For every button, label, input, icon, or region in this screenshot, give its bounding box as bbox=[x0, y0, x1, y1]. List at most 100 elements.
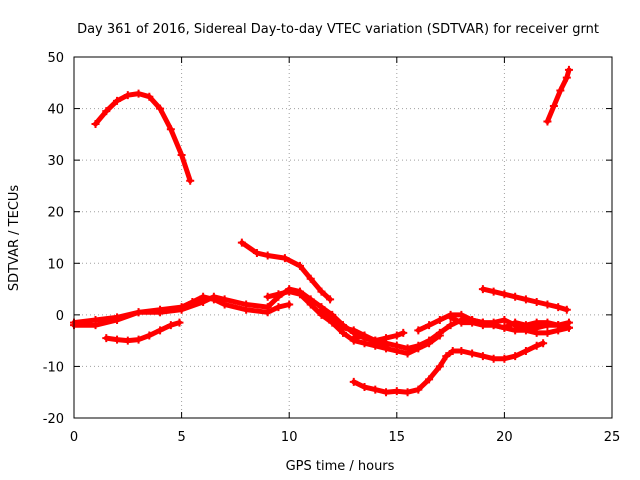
data-point bbox=[446, 321, 455, 330]
data-point bbox=[511, 318, 520, 327]
data-point bbox=[285, 287, 294, 296]
data-point bbox=[349, 326, 358, 335]
data-point bbox=[360, 331, 369, 340]
data-point bbox=[500, 323, 509, 332]
data-point bbox=[403, 349, 412, 358]
data-point bbox=[442, 352, 451, 361]
data-point bbox=[166, 125, 175, 134]
data-point bbox=[156, 104, 165, 113]
data-marks bbox=[70, 65, 573, 397]
data-point bbox=[166, 321, 175, 330]
data-point bbox=[280, 254, 289, 263]
data-point bbox=[489, 321, 498, 330]
data-point bbox=[349, 377, 358, 386]
data-point bbox=[457, 318, 466, 327]
series-arc-9 bbox=[478, 285, 571, 314]
x-tick-label: 10 bbox=[281, 430, 298, 445]
data-point bbox=[295, 290, 304, 299]
x-tick-label: 15 bbox=[389, 430, 406, 445]
data-point bbox=[134, 89, 143, 98]
series-arc-2 bbox=[543, 65, 573, 126]
y-tick-label: 50 bbox=[47, 51, 64, 66]
data-point bbox=[263, 251, 272, 260]
data-point bbox=[425, 339, 434, 348]
data-point bbox=[134, 335, 143, 344]
data-point bbox=[113, 316, 122, 325]
data-point bbox=[446, 313, 455, 322]
data-point bbox=[532, 328, 541, 337]
data-point bbox=[360, 383, 369, 392]
data-point bbox=[156, 308, 165, 317]
data-point bbox=[382, 334, 391, 343]
data-point bbox=[403, 388, 412, 397]
data-point bbox=[237, 238, 246, 247]
data-point bbox=[263, 303, 272, 312]
y-tick-label: -10 bbox=[43, 360, 64, 375]
data-point bbox=[102, 107, 111, 116]
data-point bbox=[326, 295, 335, 304]
data-point bbox=[220, 295, 229, 304]
data-point bbox=[468, 349, 477, 358]
data-point bbox=[274, 290, 283, 299]
y-axis-label: SDTVAR / TECUs bbox=[7, 185, 22, 292]
plot-frame bbox=[73, 56, 613, 419]
data-point bbox=[382, 341, 391, 350]
data-point bbox=[564, 65, 573, 74]
data-point bbox=[554, 321, 563, 330]
axis-ticks: 0 5 10 15 20 25 -20 -10 0 10 20 30 40 50 bbox=[43, 51, 621, 445]
data-point bbox=[285, 300, 294, 309]
data-point bbox=[543, 300, 552, 309]
data-point bbox=[392, 346, 401, 355]
data-point bbox=[392, 331, 401, 340]
data-point bbox=[511, 326, 520, 335]
data-point bbox=[478, 352, 487, 361]
data-point bbox=[134, 308, 143, 317]
data-point bbox=[448, 346, 457, 355]
data-point bbox=[295, 261, 304, 270]
data-point bbox=[371, 339, 380, 348]
data-point bbox=[435, 331, 444, 340]
grid bbox=[74, 57, 612, 418]
y-tick-label: 10 bbox=[47, 257, 64, 272]
data-point bbox=[123, 91, 132, 100]
data-point bbox=[263, 292, 272, 301]
data-point bbox=[177, 305, 186, 314]
data-point bbox=[209, 292, 218, 301]
data-point bbox=[521, 346, 530, 355]
data-point bbox=[91, 321, 100, 330]
data-point bbox=[242, 300, 251, 309]
series-arc-1 bbox=[91, 89, 195, 185]
data-point bbox=[145, 92, 154, 101]
data-point bbox=[371, 385, 380, 394]
data-point bbox=[414, 326, 423, 335]
data-point bbox=[414, 385, 423, 394]
data-point bbox=[113, 96, 122, 105]
data-point bbox=[177, 150, 186, 159]
series-arc-13 bbox=[317, 305, 391, 350]
data-point bbox=[539, 339, 548, 348]
x-tick-label: 20 bbox=[496, 430, 513, 445]
data-point bbox=[199, 297, 208, 306]
data-point bbox=[478, 285, 487, 294]
data-point bbox=[532, 341, 541, 350]
x-tick-label: 0 bbox=[70, 430, 78, 445]
series-arc-8 bbox=[349, 339, 548, 397]
data-point bbox=[317, 305, 326, 314]
x-tick-label: 25 bbox=[604, 430, 621, 445]
data-point bbox=[489, 354, 498, 363]
data-point bbox=[500, 316, 509, 325]
data-point bbox=[113, 335, 122, 344]
data-point bbox=[521, 321, 530, 330]
data-point bbox=[156, 326, 165, 335]
data-point bbox=[478, 321, 487, 330]
data-point bbox=[489, 287, 498, 296]
data-point bbox=[562, 305, 571, 314]
series-arc-12 bbox=[446, 313, 573, 332]
data-point bbox=[360, 339, 369, 348]
data-point bbox=[521, 295, 530, 304]
data-point bbox=[306, 274, 315, 283]
data-point bbox=[425, 321, 434, 330]
chart-title: Day 361 of 2016, Sidereal Day-to-day VTE… bbox=[77, 22, 599, 37]
data-point bbox=[317, 287, 326, 296]
